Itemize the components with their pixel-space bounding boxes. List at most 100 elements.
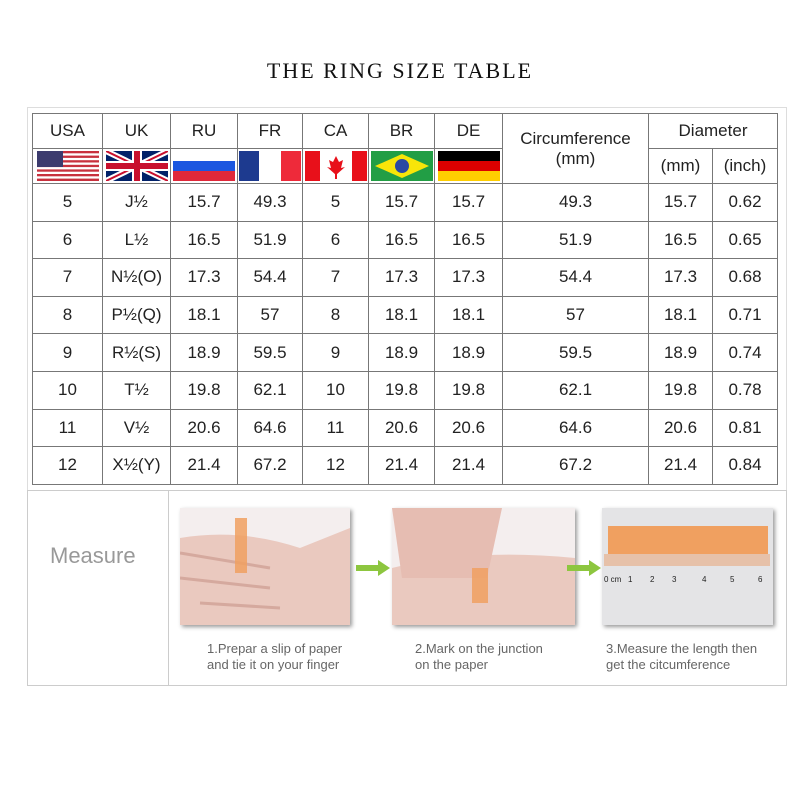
header-diameter: Diameter bbox=[648, 113, 778, 149]
step1-line2: and tie it on your finger bbox=[207, 657, 340, 672]
step3-ruler-photo: 0 cm 1 2 3 4 5 6 bbox=[602, 508, 773, 625]
table-cell: J½ bbox=[102, 183, 171, 222]
table-cell: X½(Y) bbox=[102, 446, 171, 485]
table-cell: 17.3 bbox=[434, 258, 503, 297]
table-cell: 54.4 bbox=[502, 258, 649, 297]
table-cell: 9 bbox=[32, 333, 103, 372]
table-cell: 11 bbox=[302, 408, 369, 448]
step1-line1: 1.Prepar a slip of paper bbox=[207, 641, 343, 656]
table-row: 12 X½(Y) 21.4 67.2 12 21.4 21.4 67.2 21.4 0.84 bbox=[32, 446, 778, 485]
table-cell: 0.62 bbox=[712, 183, 778, 222]
france-flag-cell bbox=[237, 148, 303, 184]
header-diameter-inch: (inch) bbox=[712, 148, 778, 184]
step2-caption: 2.Mark on the junction on the paper bbox=[415, 641, 543, 673]
ruler-label: 5 bbox=[730, 575, 735, 584]
table-cell: 21.4 bbox=[170, 446, 238, 485]
table-cell: 19.8 bbox=[434, 370, 503, 410]
table-cell: 0.81 bbox=[712, 408, 778, 448]
table-cell: 0.74 bbox=[712, 333, 778, 372]
russia-flag-cell bbox=[170, 148, 238, 184]
step2-hand-photo bbox=[392, 508, 575, 625]
table-cell: 10 bbox=[302, 370, 369, 410]
circumference-unit: (mm) bbox=[555, 148, 596, 168]
table-cell: 49.3 bbox=[502, 183, 649, 222]
table-cell: 0.78 bbox=[712, 370, 778, 410]
table-cell: 20.6 bbox=[368, 408, 435, 448]
header-uk: UK bbox=[102, 113, 171, 149]
russia-flag-icon bbox=[173, 151, 235, 181]
step1-hand-photo bbox=[180, 508, 350, 625]
table-cell: 16.5 bbox=[434, 220, 503, 260]
table-cell: 64.6 bbox=[502, 408, 649, 448]
step3-line1: 3.Measure the length then bbox=[606, 641, 758, 656]
table-cell: 6 bbox=[32, 220, 103, 260]
table-cell: 20.6 bbox=[648, 408, 713, 448]
table-cell: 12 bbox=[32, 446, 103, 485]
table-cell: 19.8 bbox=[368, 370, 435, 410]
germany-flag-cell bbox=[434, 148, 503, 184]
table-cell: 51.9 bbox=[502, 220, 649, 260]
header-diameter-mm: (mm) bbox=[648, 148, 713, 184]
table-cell: 9 bbox=[302, 333, 369, 372]
table-cell: 62.1 bbox=[237, 370, 303, 410]
ruler-label: 3 bbox=[672, 575, 677, 584]
table-cell: 21.4 bbox=[648, 446, 713, 485]
table-row: 6 L½ 16.5 51.9 6 16.5 16.5 51.9 16.5 0.65 bbox=[32, 220, 778, 260]
table-cell: 0.71 bbox=[712, 295, 778, 335]
table-cell: 21.4 bbox=[368, 446, 435, 485]
table-cell: 16.5 bbox=[368, 220, 435, 260]
table-cell: 5 bbox=[302, 183, 369, 222]
us-flag-icon bbox=[36, 151, 99, 181]
table-cell: 15.7 bbox=[648, 183, 713, 222]
step2-line1: 2.Mark on the junction bbox=[415, 641, 543, 656]
table-cell: 18.1 bbox=[648, 295, 713, 335]
table-row: 7 N½(O) 17.3 54.4 7 17.3 17.3 54.4 17.3 0.68 bbox=[32, 258, 778, 297]
table-cell: 16.5 bbox=[170, 220, 238, 260]
table-cell: 18.1 bbox=[170, 295, 238, 335]
table-cell: 20.6 bbox=[434, 408, 503, 448]
table-cell: 62.1 bbox=[502, 370, 649, 410]
uk-flag-cell bbox=[102, 148, 171, 184]
table-cell: 15.7 bbox=[368, 183, 435, 222]
divider bbox=[168, 490, 169, 686]
header-br: BR bbox=[368, 113, 435, 149]
table-cell: 10 bbox=[32, 370, 103, 410]
table-cell: T½ bbox=[102, 370, 171, 410]
table-cell: 49.3 bbox=[237, 183, 303, 222]
table-cell: 0.68 bbox=[712, 258, 778, 297]
table-row: 9 R½(S) 18.9 59.5 9 18.9 18.9 59.5 18.9 0.74 bbox=[32, 333, 778, 372]
table-cell: 8 bbox=[302, 295, 369, 335]
page-title: THE RING SIZE TABLE bbox=[266, 58, 534, 83]
table-row: 11 V½ 20.6 64.6 11 20.6 20.6 64.6 20.6 0.81 bbox=[32, 408, 778, 448]
table-cell: 15.7 bbox=[170, 183, 238, 222]
header-usa: USA bbox=[32, 113, 103, 149]
ruler-label: 0 cm bbox=[604, 575, 622, 584]
step2-line2: on the paper bbox=[415, 657, 489, 672]
table-cell: 54.4 bbox=[237, 258, 303, 297]
table-cell: 7 bbox=[302, 258, 369, 297]
step3-caption: 3.Measure the length then get the citcumf… bbox=[606, 641, 757, 673]
ring-size-table: USA UK RU FR CA BR DE Circumference (mm) … bbox=[32, 113, 778, 485]
canada-flag-cell bbox=[302, 148, 369, 184]
table-cell: N½(O) bbox=[102, 258, 171, 297]
table-cell: 12 bbox=[302, 446, 369, 485]
header-fr: FR bbox=[237, 113, 303, 149]
arrow-right-icon bbox=[567, 560, 601, 576]
ruler-label: 2 bbox=[650, 575, 655, 584]
table-cell: 21.4 bbox=[434, 446, 503, 485]
table-cell: 18.9 bbox=[170, 333, 238, 372]
table-cell: 0.84 bbox=[712, 446, 778, 485]
table-cell: 19.8 bbox=[648, 370, 713, 410]
arrow-right-icon bbox=[356, 560, 390, 576]
table-cell: 0.65 bbox=[712, 220, 778, 260]
table-cell: 18.1 bbox=[434, 295, 503, 335]
header-circumference: Circumference (mm) bbox=[502, 113, 649, 184]
table-cell: L½ bbox=[102, 220, 171, 260]
header-ru: RU bbox=[170, 113, 238, 149]
table-cell: 17.3 bbox=[170, 258, 238, 297]
france-flag-icon bbox=[239, 151, 301, 181]
header-ca: CA bbox=[302, 113, 369, 149]
table-cell: R½(S) bbox=[102, 333, 171, 372]
step1-caption: 1.Prepar a slip of paper and tie it on yo… bbox=[207, 641, 342, 673]
germany-flag-icon bbox=[437, 151, 500, 181]
